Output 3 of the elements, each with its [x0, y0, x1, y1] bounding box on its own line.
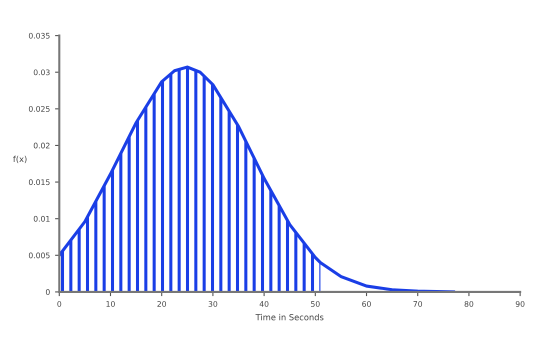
- x-axis-title: Time in Seconds: [256, 314, 324, 320]
- y-axis-title: f(x): [13, 156, 27, 164]
- line-series: [59, 66, 456, 292]
